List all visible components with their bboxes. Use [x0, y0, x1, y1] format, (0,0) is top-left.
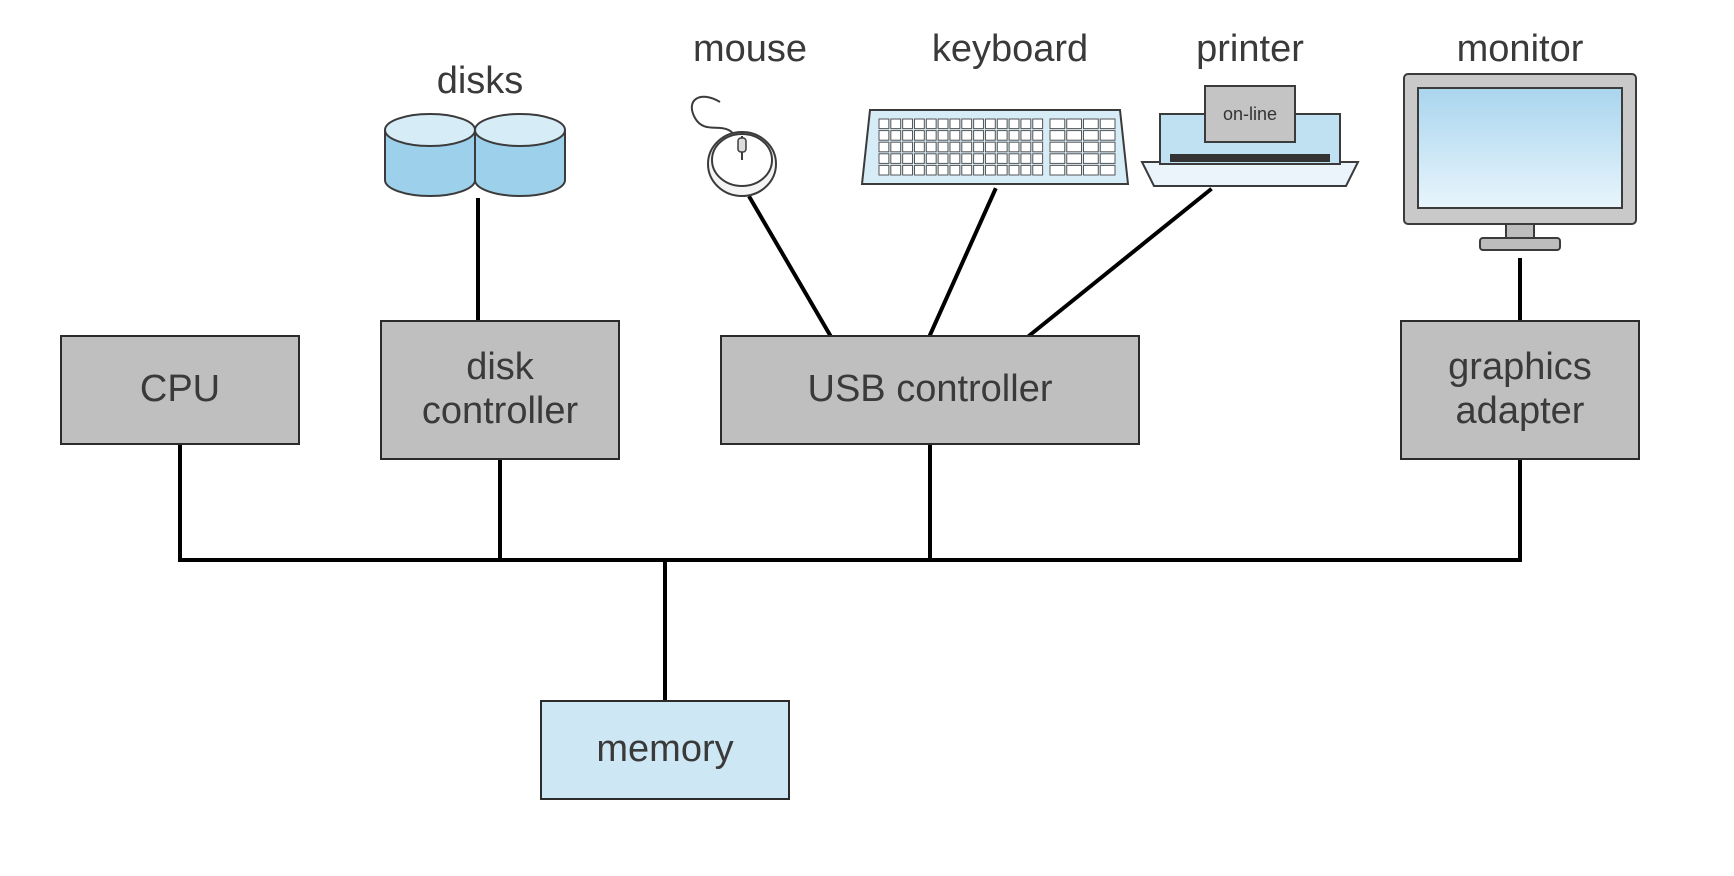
label-disks: disks [410, 60, 550, 103]
monitor-icon [1400, 70, 1640, 260]
usb-controller-label: USB controller [808, 368, 1053, 412]
keyboard-icon [860, 90, 1130, 190]
memory-box: memory [540, 700, 790, 800]
mouse-icon [680, 90, 800, 200]
usb-controller-box: USB controller [720, 335, 1140, 445]
graphics-adapter-box: graphicsadapter [1400, 320, 1640, 460]
disk-controller-label: diskcontroller [422, 346, 578, 433]
label-monitor: monitor [1430, 28, 1610, 71]
diagram-stage: disks mouse keyboard printer monitor on-… [0, 0, 1734, 876]
cpu-label: CPU [140, 368, 220, 412]
label-mouse: mouse [670, 28, 830, 71]
disk-controller-box: diskcontroller [380, 320, 620, 460]
disks-icon [375, 110, 575, 200]
cpu-box: CPU [60, 335, 300, 445]
memory-label: memory [596, 728, 733, 772]
graphics-adapter-label: graphicsadapter [1448, 346, 1592, 433]
svg-text:on-line: on-line [1223, 104, 1277, 124]
printer-icon: on-line [1140, 80, 1360, 190]
label-printer: printer [1170, 28, 1330, 71]
label-keyboard: keyboard [900, 28, 1120, 71]
